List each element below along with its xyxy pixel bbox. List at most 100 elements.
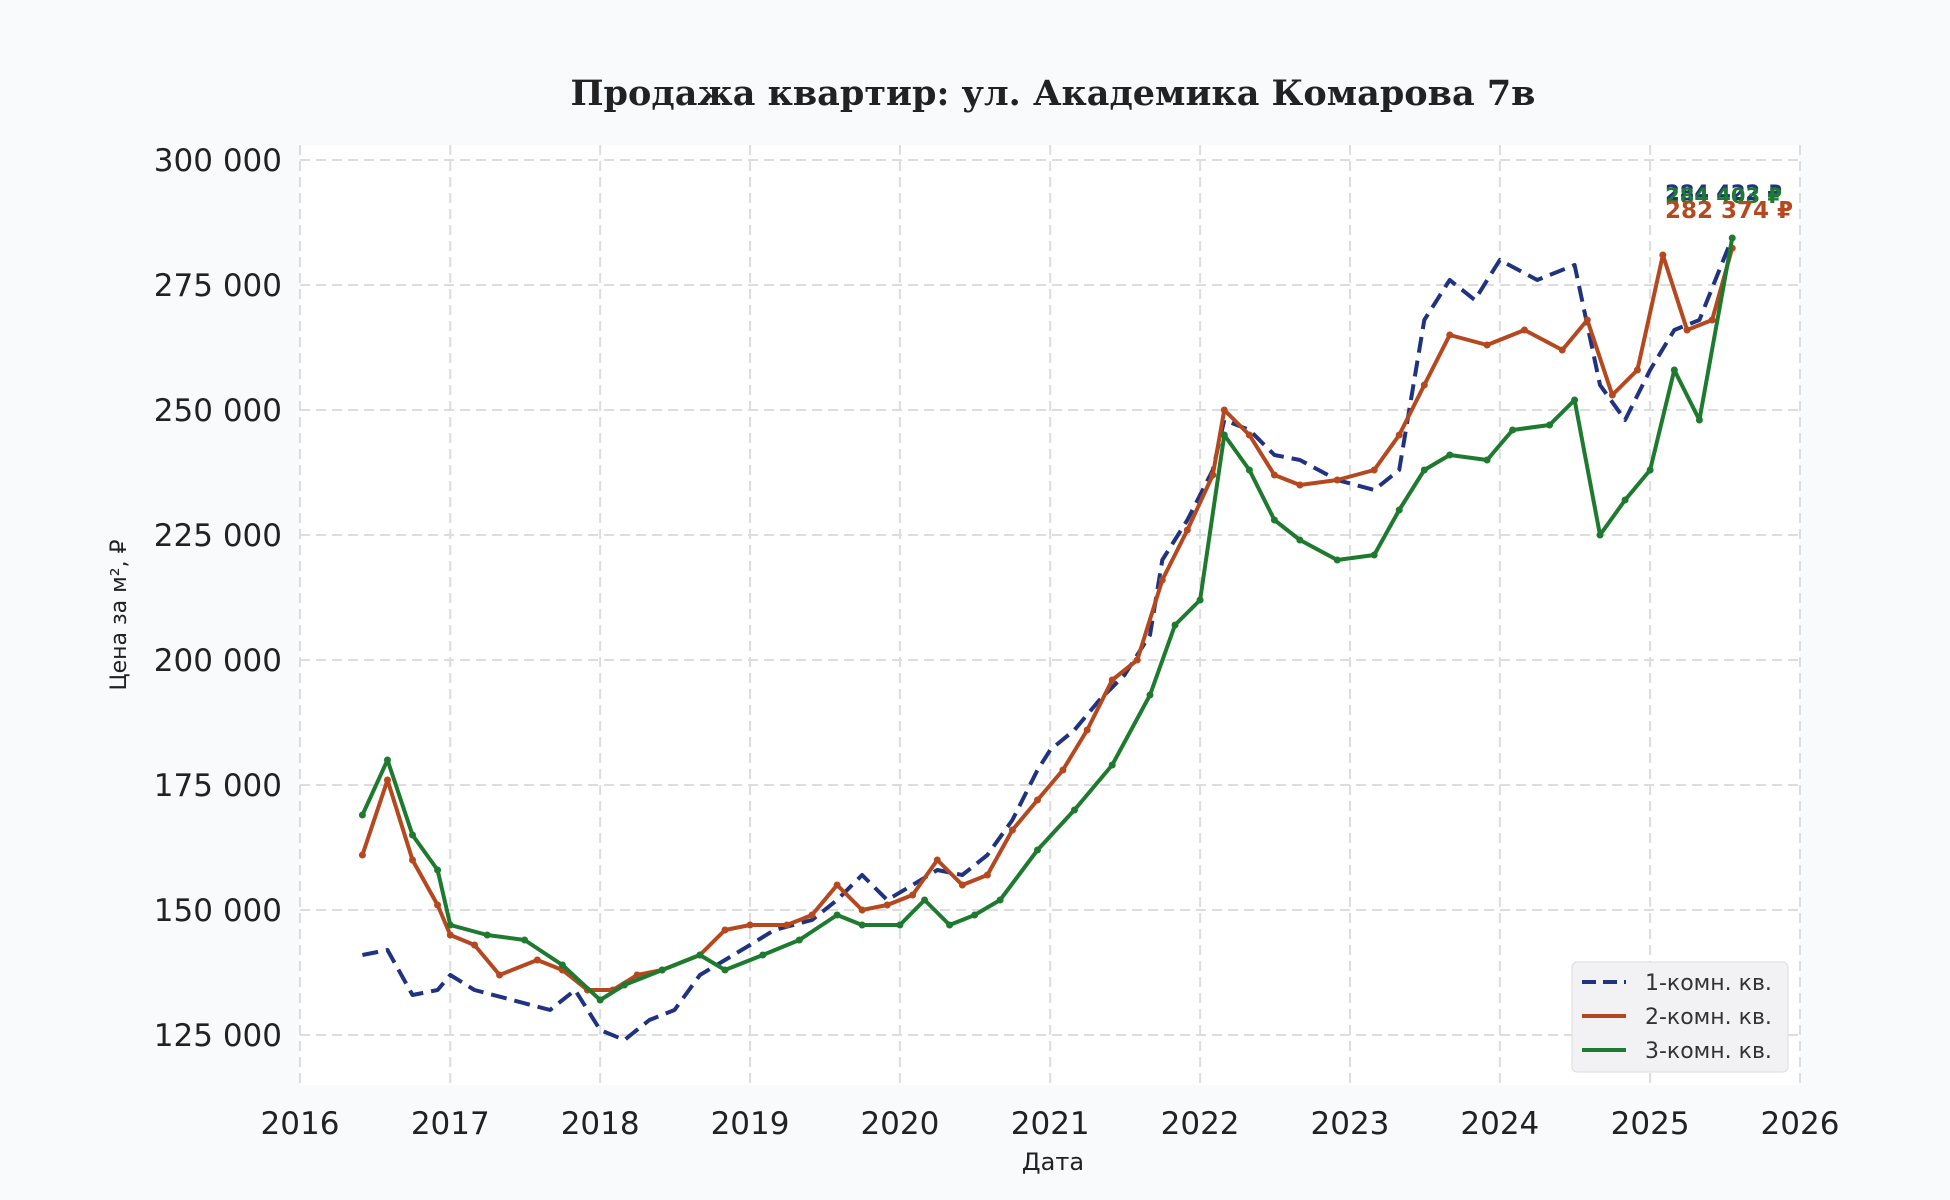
data-point-2room-7 [533,956,541,964]
data-point-2room-31 [1158,576,1166,584]
data-point-2room-39 [1370,466,1378,474]
data-point-3room-41 [1596,531,1604,539]
data-point-3room-6 [521,936,529,944]
data-point-2room-6 [496,971,504,979]
data-point-3room-2 [409,831,417,839]
data-point-2room-38 [1333,476,1341,484]
end-label-3room: 284 403 ₽ [1665,184,1782,208]
data-point-3room-46 [1728,234,1736,242]
data-point-2room-42 [1446,331,1454,339]
data-point-3room-40 [1571,396,1579,404]
data-point-3room-43 [1646,466,1654,474]
data-point-3room-0 [358,811,366,819]
data-point-3room-34 [1395,506,1403,514]
data-point-3room-10 [658,966,666,974]
data-point-3room-1 [383,756,391,764]
y-tick-label-175-000: 175 000 [154,768,282,804]
data-point-2room-49 [1659,251,1667,259]
x-axis-label: Дата [1022,1148,1084,1176]
data-point-2room-41 [1420,381,1428,389]
data-point-3room-21 [996,896,1004,904]
data-point-2room-40 [1395,431,1403,439]
data-point-3room-39 [1546,421,1554,429]
data-point-2room-28 [1083,726,1091,734]
data-point-3room-38 [1509,426,1517,434]
x-tick-label-2016: 2016 [261,1106,340,1142]
y-tick-label-275-000: 275 000 [154,268,282,304]
data-point-3room-8 [596,996,604,1004]
data-point-2room-0 [358,851,366,859]
legend-label-2room: 2-комн. кв. [1645,1005,1772,1030]
data-point-3room-23 [1070,806,1078,814]
data-point-3room-19 [946,921,954,929]
data-point-3room-13 [759,951,767,959]
data-point-2room-3 [434,901,442,909]
data-point-3room-28 [1220,431,1228,439]
data-point-3room-37 [1483,456,1491,464]
data-point-3room-17 [896,921,904,929]
data-point-3room-25 [1146,691,1154,699]
data-point-2room-11 [633,971,641,979]
x-tick-label-2018: 2018 [561,1106,640,1142]
data-point-2room-25 [1008,826,1016,834]
data-point-3room-4 [446,921,454,929]
data-point-2room-24 [983,871,991,879]
x-tick-label-2022: 2022 [1161,1106,1240,1142]
x-tick-label-2026: 2026 [1761,1106,1840,1142]
y-tick-label-200-000: 200 000 [154,643,282,679]
data-point-3room-36 [1446,451,1454,459]
data-point-2room-37 [1296,481,1304,489]
data-point-2room-17 [808,911,816,919]
data-point-2room-20 [883,901,891,909]
end-label-2room: 282 374 ₽ [1665,198,1793,224]
end-labels: 284 422 ₽284 403 ₽282 374 ₽ [1665,181,1793,224]
data-point-2room-19 [858,906,866,914]
y-tick-label-250-000: 250 000 [154,393,282,429]
data-point-3room-22 [1033,846,1041,854]
x-tick-label-2021: 2021 [1011,1106,1090,1142]
x-tick-label-2024: 2024 [1460,1106,1539,1142]
legend: 1-комн. кв. 2-комн. кв. 3-комн. кв. [1571,961,1789,1073]
data-point-2room-16 [783,921,791,929]
end-label-1room: 284 422 ₽ [1665,181,1782,205]
data-point-2room-50 [1683,326,1691,334]
data-point-2room-29 [1108,676,1116,684]
series-line-1room [362,237,1735,1042]
data-point-2room-2 [409,856,417,864]
data-point-2room-36 [1270,471,1278,479]
data-point-2room-51 [1708,316,1716,324]
data-point-2room-4 [446,931,454,939]
data-point-2room-27 [1059,766,1067,774]
legend-label-1room: 1-комн. кв. [1645,971,1772,996]
data-point-3room-16 [858,921,866,929]
data-point-2room-34 [1220,406,1228,414]
data-point-2room-21 [909,891,917,899]
y-tick-label-150-000: 150 000 [154,893,282,929]
axis-layer: 125 000 150 000 175 000 200 000 225 000 250 0… [154,143,1840,1142]
data-point-2room-1 [383,776,391,784]
data-point-2room-33 [1209,471,1217,479]
data-point-3room-30 [1270,516,1278,524]
data-point-2room-18 [833,881,841,889]
data-point-2room-35 [1245,431,1253,439]
data-point-3room-33 [1370,551,1378,559]
data-point-3room-45 [1695,416,1703,424]
data-point-3room-20 [971,911,979,919]
data-point-3room-3 [434,866,442,874]
data-point-2room-23 [958,881,966,889]
data-point-3room-27 [1196,596,1204,604]
data-point-3room-44 [1670,366,1678,374]
data-point-2room-45 [1558,346,1566,354]
data-point-3room-35 [1420,466,1428,474]
chart-title: Продажа квартир: ул. Академика Комарова … [571,73,1536,114]
grid [299,145,1801,1085]
data-point-2room-14 [721,926,729,934]
data-point-2room-46 [1583,316,1591,324]
data-point-2room-47 [1608,391,1616,399]
data-point-3room-14 [795,936,803,944]
y-tick-label-225-000: 225 000 [154,518,282,554]
data-point-2room-30 [1133,656,1141,664]
y-tick-label-300-000: 300 000 [154,143,282,179]
y-tick-label-125-000: 125 000 [154,1018,282,1054]
